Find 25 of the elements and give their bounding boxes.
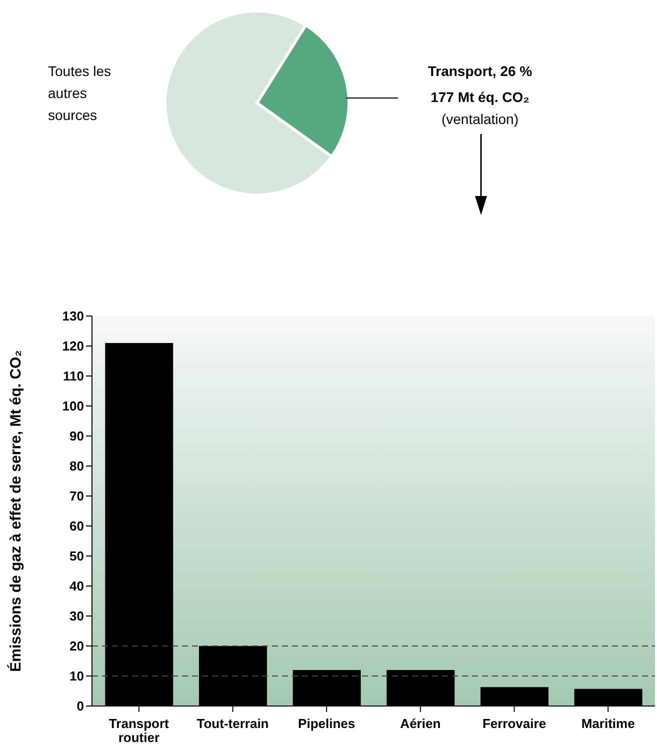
y-axis-title: Émissions de gaz à effet de serre, Mt éq. CO₂ [6, 350, 24, 672]
y-tick-label: 30 [70, 608, 84, 624]
x-tick-label: Pipelines [298, 716, 356, 731]
slice-label: Transport, 26 % [428, 63, 533, 79]
x-tick-label: Maritime [581, 716, 635, 731]
x-tick-label: Aérien [400, 716, 441, 731]
text: 177 Mt éq. CO₂ [430, 89, 530, 105]
x-tick-label: Transport routier [108, 716, 170, 745]
y-tick-label: 80 [70, 458, 84, 474]
y-tick-label: 130 [62, 308, 84, 324]
y-tick-label: 90 [70, 428, 84, 444]
y-tick-label: 100 [62, 398, 84, 414]
y-tick-label: 20 [70, 638, 84, 654]
y-tick-label: 0 [76, 698, 84, 714]
y-tick-label: 110 [63, 368, 84, 384]
y-tick-label: 60 [70, 518, 84, 534]
text: (ventalation) [441, 111, 519, 127]
y-tick-label: 120 [62, 338, 84, 354]
x-tick-label: Tout-terrain [196, 716, 269, 731]
y-tick-label: 40 [70, 578, 84, 594]
y-tick-label: 50 [70, 548, 84, 564]
slice-label: Toutes les autres sources [48, 63, 112, 123]
y-tick-label: 10 [70, 668, 84, 684]
y-tick-label: 70 [70, 488, 84, 504]
x-tick-label: Ferrovaire [482, 716, 546, 731]
